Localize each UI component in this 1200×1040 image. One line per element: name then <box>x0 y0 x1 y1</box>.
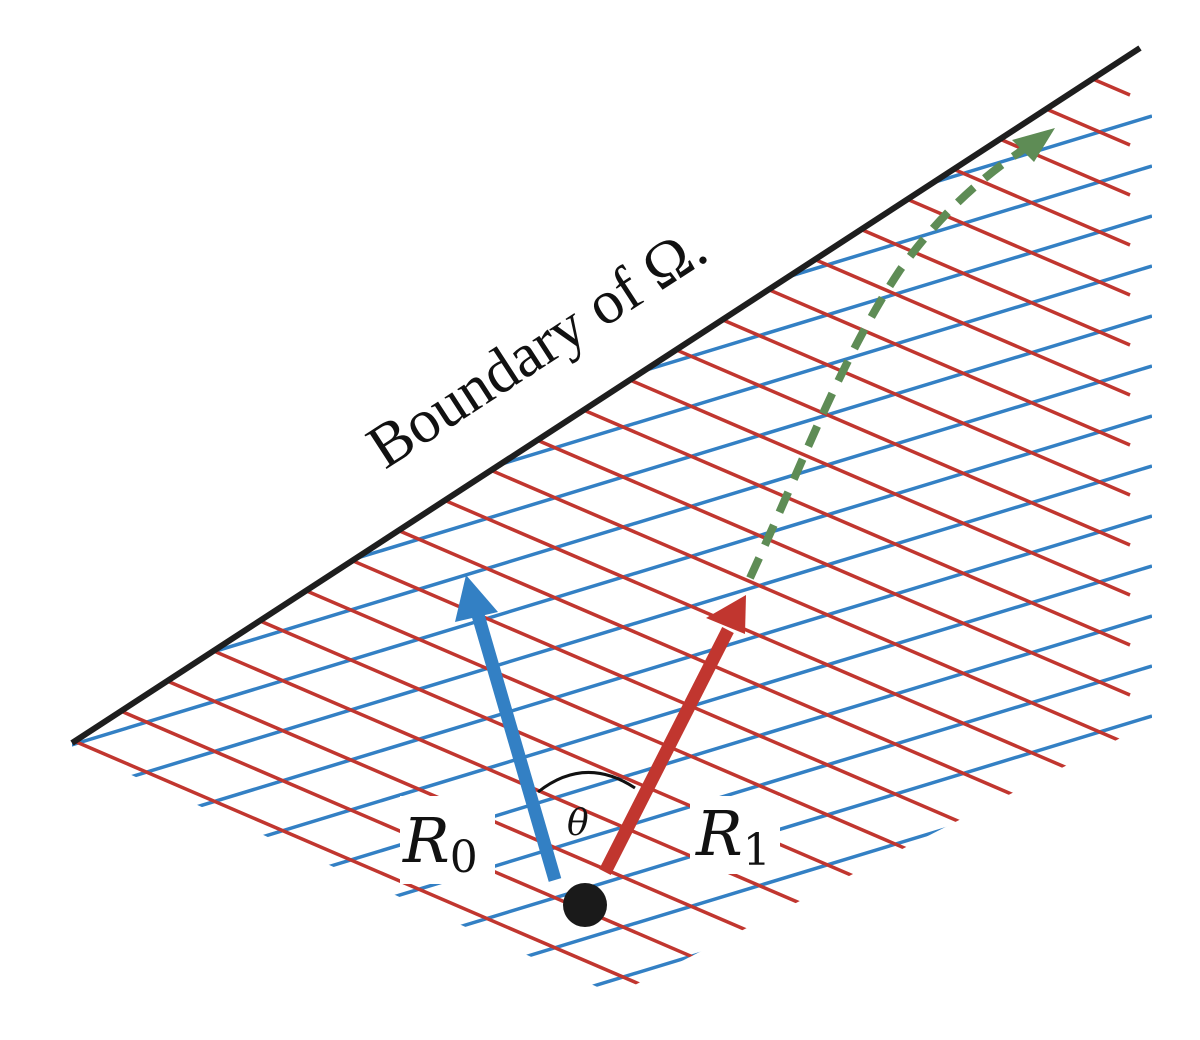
red-grid-line <box>72 133 1131 597</box>
blue-grid-line <box>1039 964 1152 995</box>
blue-grid-line <box>875 914 1152 995</box>
boundary-line <box>70 45 1142 746</box>
red-grid-line <box>72 533 1131 995</box>
green-dashed-path <box>746 141 1033 580</box>
red-grid-line <box>652 48 1131 247</box>
red-grid-line <box>72 433 1131 897</box>
blue-grid-line <box>711 864 1152 995</box>
blue-grid-line <box>72 464 1152 801</box>
theta-label: θ <box>567 803 589 844</box>
red-grid-line <box>72 383 1131 847</box>
r0-label: R0 <box>402 804 478 883</box>
red-grid-line <box>72 183 1131 647</box>
origin-point <box>563 883 607 927</box>
red-grid-line <box>885 48 1131 147</box>
r1-label-box <box>690 796 780 874</box>
r1-arrow-shaft <box>599 627 734 875</box>
r0-label-box <box>400 796 495 884</box>
r1-label: R1 <box>695 797 771 876</box>
r1-arrowhead <box>706 595 746 634</box>
blue-grid-line <box>547 814 1152 995</box>
blue-grid-line <box>72 514 1152 851</box>
angle-arc <box>537 770 636 794</box>
red-grid-line <box>72 283 1131 747</box>
red-grid-line <box>72 483 1131 947</box>
r0-arrow-shaft <box>471 613 562 882</box>
red-grid-line <box>72 733 678 995</box>
blue-grid-line <box>72 664 1152 995</box>
blue-grid-line <box>72 414 1152 751</box>
red-grid-line <box>303 48 1131 397</box>
red-grid-line <box>420 48 1131 347</box>
red-grid-line <box>1118 40 1130 45</box>
r0-arrowhead <box>455 575 498 622</box>
green-arrowhead <box>1012 128 1055 162</box>
blue-grid-line <box>72 364 1152 701</box>
